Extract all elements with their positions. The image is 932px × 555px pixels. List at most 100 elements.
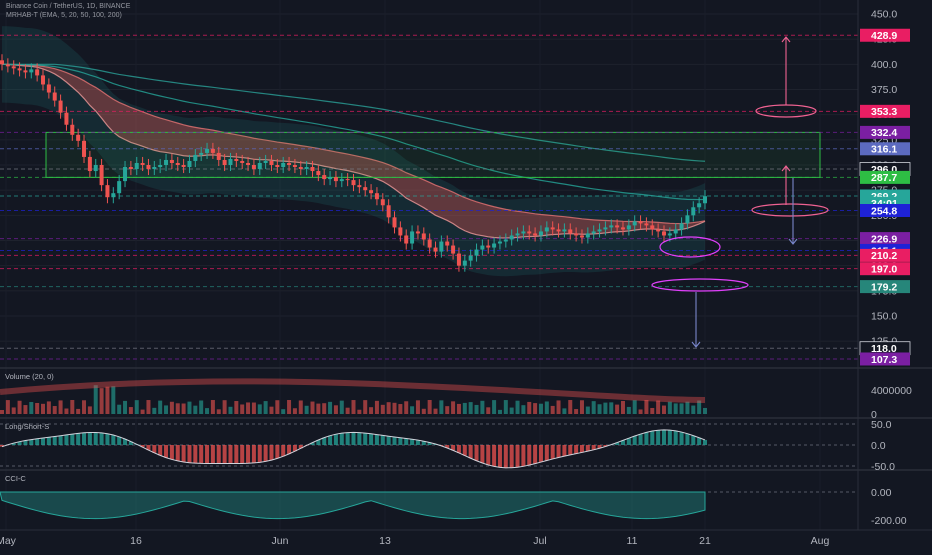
candle-body (146, 165, 150, 169)
volume-bar (627, 407, 631, 414)
candle-body (656, 229, 660, 231)
candle-body (170, 160, 174, 163)
volume-bar (123, 401, 127, 414)
candle-body (0, 60, 4, 64)
volume-bar (211, 400, 215, 414)
longshort-bar (539, 445, 543, 462)
price-badge-label: 226.9 (871, 233, 897, 245)
volume-bar (23, 405, 27, 414)
candle-body (527, 231, 531, 233)
volume-bar (252, 403, 256, 414)
candle-body (158, 165, 162, 167)
candle-body (41, 75, 45, 84)
volume-bar (59, 400, 63, 414)
time-tick-label: May (0, 535, 17, 547)
price-badge-label: 332.4 (871, 127, 897, 139)
candle-body (281, 163, 285, 167)
volume-bar (691, 406, 695, 414)
volume-tick-label: 4000000 (871, 385, 912, 397)
candle-body (451, 246, 455, 254)
volume-bar (639, 409, 643, 414)
volume-bar (551, 406, 555, 414)
volume-bar (480, 401, 484, 414)
volume-bar (404, 401, 408, 414)
volume-bar (557, 400, 561, 414)
candle-body (152, 167, 156, 169)
candle-body (322, 175, 326, 179)
candle-body (187, 161, 191, 167)
longshort-bar (352, 432, 356, 445)
candle-body (47, 84, 51, 92)
candle-body (662, 231, 666, 235)
candle-body (117, 181, 121, 193)
longshort-bar (533, 445, 537, 464)
volume-bar (228, 407, 232, 414)
candle-body (627, 225, 631, 229)
longshort-bar (187, 445, 191, 463)
volume-bar (305, 406, 309, 414)
longshort-bar (639, 434, 643, 445)
candle-body (486, 246, 490, 248)
longshort-bar (217, 445, 221, 463)
longshort-bar (475, 445, 479, 461)
time-tick-label: 13 (379, 535, 391, 547)
candle-body (363, 187, 367, 190)
volume-bar (428, 400, 432, 414)
longshort-bar (205, 445, 209, 463)
candle-body (123, 167, 127, 181)
volume-bar (398, 404, 402, 414)
volume-bar (269, 407, 273, 414)
candle-body (6, 64, 10, 66)
volume-bar (644, 400, 648, 414)
longshort-bar (463, 445, 467, 456)
volume-bar (164, 405, 168, 414)
candle-body (551, 227, 555, 229)
longshort-bar (410, 439, 414, 445)
candle-body (398, 227, 402, 235)
volume-bar (293, 408, 297, 414)
time-tick-label: Aug (811, 535, 830, 547)
volume-bar (281, 409, 285, 414)
candle-body (469, 256, 473, 261)
candle-body (252, 165, 256, 169)
longshort-bar (246, 445, 250, 463)
volume-bar (88, 406, 92, 414)
volume-bar (205, 408, 209, 414)
volume-bar (475, 405, 479, 414)
price-tick-label: 450.0 (871, 9, 897, 21)
candle-body (70, 125, 74, 135)
volume-bar (53, 406, 57, 414)
candle-body (574, 233, 578, 235)
candle-body (516, 233, 520, 235)
candle-body (533, 233, 537, 235)
volume-bar (603, 403, 607, 414)
volume-bar (334, 405, 338, 414)
candle-body (568, 229, 572, 233)
volume-bar (135, 400, 139, 414)
candle-body (287, 163, 291, 165)
candle-body (680, 223, 684, 229)
longshort-bar (228, 445, 232, 463)
longshort-bar (252, 445, 256, 463)
volume-bar (451, 401, 455, 414)
volume-bar (187, 402, 191, 414)
candle-body (193, 155, 197, 161)
candle-body (141, 163, 145, 165)
candle-body (29, 69, 33, 72)
candle-body (633, 221, 637, 225)
candle-body (340, 179, 344, 181)
volume-bar (504, 400, 508, 414)
cci-tick-label: 0.00 (871, 487, 892, 499)
candle-body (703, 196, 707, 203)
candle-body (269, 161, 273, 165)
volume-bar (18, 401, 22, 414)
candle-body (685, 215, 689, 223)
volume-bar (0, 410, 4, 414)
longshort-bar (662, 430, 666, 445)
candle-body (352, 180, 356, 185)
candle-body (316, 171, 320, 175)
longshort-bar (680, 432, 684, 445)
candle-body (639, 221, 643, 223)
volume-bar (182, 404, 186, 414)
